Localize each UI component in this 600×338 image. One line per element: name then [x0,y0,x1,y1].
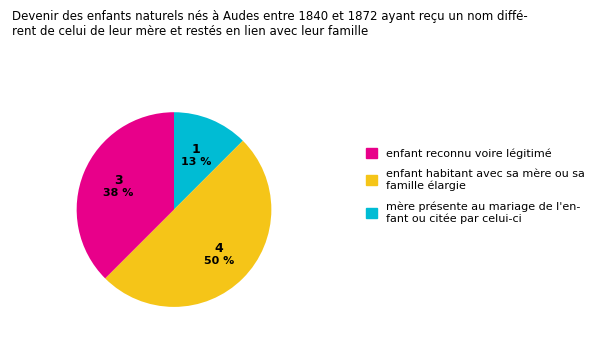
Text: Devenir des enfants naturels nés à Audes entre 1840 et 1872 ayant reçu un nom di: Devenir des enfants naturels nés à Audes… [12,10,528,38]
Text: 38 %: 38 % [103,188,133,198]
Text: 3: 3 [114,174,122,187]
Text: 4: 4 [214,242,223,255]
Wedge shape [174,112,243,210]
Wedge shape [105,141,271,307]
Text: 50 %: 50 % [203,256,234,266]
Text: 1: 1 [192,143,201,156]
Text: 13 %: 13 % [181,158,212,167]
Legend: enfant reconnu voire légitimé, enfant habitant avec sa mère ou sa
famille élargi: enfant reconnu voire légitimé, enfant ha… [365,148,584,224]
Wedge shape [77,112,174,279]
